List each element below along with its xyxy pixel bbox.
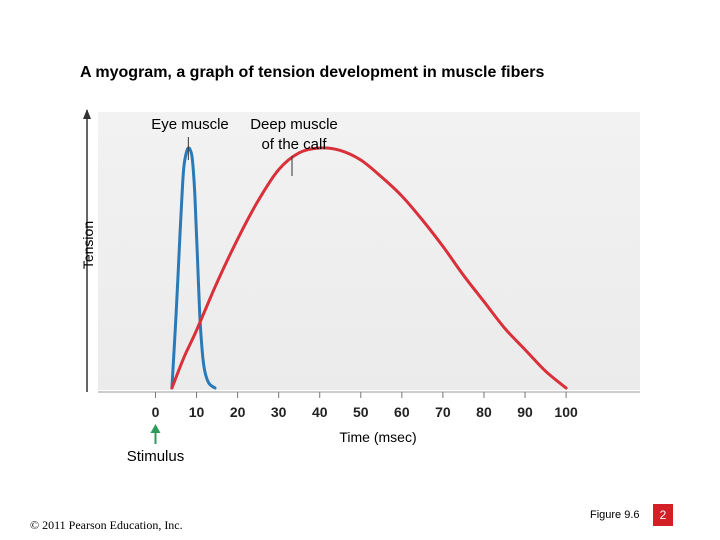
calf-muscle-label-line1: Deep muscle bbox=[250, 116, 338, 133]
x-tick-label: 30 bbox=[271, 404, 287, 420]
x-tick-label: 90 bbox=[517, 404, 533, 420]
x-tick-label: 40 bbox=[312, 404, 328, 420]
x-tick-label: 100 bbox=[554, 404, 578, 420]
figure-reference: Figure 9.6 bbox=[590, 509, 640, 521]
x-tick-label: 20 bbox=[230, 404, 246, 420]
stimulus-arrow-icon bbox=[150, 424, 161, 433]
copyright-notice: © 2011 Pearson Education, Inc. bbox=[30, 518, 183, 532]
stimulus-label: Stimulus bbox=[127, 448, 185, 465]
x-axis-label: Time (msec) bbox=[339, 429, 416, 445]
calf-muscle-label-line2: of the calf bbox=[261, 136, 327, 153]
x-tick-label: 60 bbox=[394, 404, 410, 420]
x-tick-label: 0 bbox=[152, 404, 160, 420]
eye-muscle-label: Eye muscle bbox=[151, 116, 229, 133]
chart-title: A myogram, a graph of tension developmen… bbox=[80, 64, 545, 81]
x-tick-label: 50 bbox=[353, 404, 369, 420]
y-axis-label: Tension bbox=[80, 221, 96, 269]
page-number-badge: 2 bbox=[653, 504, 673, 526]
x-tick-label: 10 bbox=[189, 404, 205, 420]
eye-muscle-series-line bbox=[170, 146, 217, 390]
calf-muscle-series-line bbox=[170, 146, 568, 390]
x-tick-label: 70 bbox=[435, 404, 451, 420]
x-tick-label: 80 bbox=[476, 404, 492, 420]
